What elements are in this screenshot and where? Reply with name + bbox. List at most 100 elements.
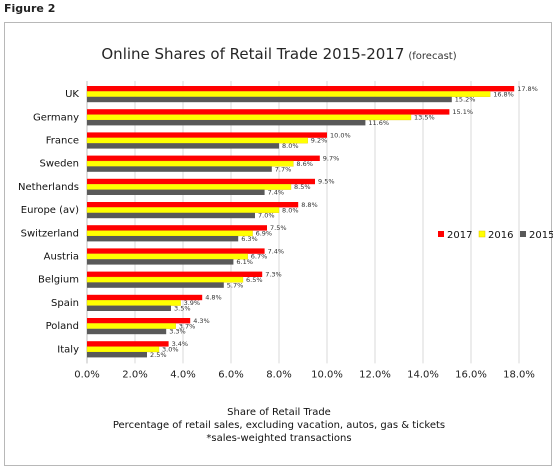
- data-label-2015: 2.5%: [150, 351, 167, 359]
- chart-title-main: Online Shares of Retail Trade 2015-2017: [101, 45, 404, 63]
- data-label-2015: 6.1%: [236, 258, 253, 266]
- data-label-2017: 7.3%: [265, 271, 282, 279]
- bar-2015: [87, 352, 147, 358]
- bar-2015: [87, 328, 167, 335]
- legend-label-2016: 2016: [488, 230, 513, 241]
- data-label-2017: 9.5%: [318, 178, 335, 186]
- data-label-2016: 8.6%: [296, 160, 313, 168]
- x-tick-label: 18.0%: [503, 369, 535, 380]
- chart-note-2: *sales-weighted transactions: [206, 433, 351, 444]
- data-labels: 17.8%16.8% 15.2% 15.1% 13.5% 11.6% 10.0%9.2% 8…: [150, 85, 538, 359]
- category-label: Sweden: [39, 159, 79, 170]
- bar-chart: Online Shares of Retail Trade 2015-2017 (…: [18, 45, 553, 444]
- legend-swatch-2016: [478, 230, 486, 238]
- bar-2015: [87, 236, 239, 242]
- bar-2016: [86, 323, 176, 329]
- data-label-2017: 9.7%: [323, 155, 340, 163]
- data-label-2016: 3.0%: [162, 346, 179, 354]
- bar-2015: [87, 282, 224, 288]
- bar-2017: [87, 86, 515, 92]
- data-label-2017: 4.3%: [193, 317, 210, 325]
- data-label-2016: 8.0%: [282, 206, 299, 214]
- category-label: Germany: [33, 112, 79, 123]
- category-label: Netherlands: [18, 182, 79, 193]
- category-label: Austria: [44, 252, 79, 263]
- x-tick-label: 14.0%: [407, 369, 439, 380]
- chart-note-1: Percentage of retail sales, excluding va…: [113, 420, 445, 431]
- bar-2017: [87, 225, 267, 231]
- bar-2016: [86, 276, 244, 283]
- bar-2016: [86, 207, 280, 213]
- data-label-2015: 5.7%: [227, 281, 244, 289]
- data-label-2016: 3.9%: [184, 299, 201, 307]
- bar-2016: [86, 91, 491, 97]
- x-tick-label: 6.0%: [218, 369, 243, 380]
- bar-2017: [87, 202, 299, 208]
- bars: [86, 86, 515, 358]
- data-label-2016: 6.9%: [256, 230, 273, 238]
- chart-title: Online Shares of Retail Trade 2015-2017 (…: [101, 45, 456, 63]
- category-label: Europe (av): [21, 205, 79, 216]
- bar-2017: [87, 132, 327, 138]
- data-label-2017: 4.8%: [205, 294, 222, 302]
- data-label-2015: 3.5%: [174, 305, 191, 313]
- category-label: France: [46, 136, 79, 147]
- data-label-2016: 3.7%: [179, 322, 196, 330]
- category-label: Spain: [51, 298, 79, 309]
- x-tick-label: 16.0%: [455, 369, 487, 380]
- x-tick-label: 2.0%: [122, 369, 147, 380]
- bar-2016: [86, 253, 248, 260]
- bar-2017: [87, 271, 263, 277]
- x-tick-label: 0.0%: [74, 369, 99, 380]
- data-label-2015: 6.3%: [241, 235, 258, 243]
- bar-2015: [87, 259, 234, 265]
- legend: 2017 2016 2015: [438, 230, 553, 241]
- bar-2015: [87, 166, 272, 172]
- figure-label: Figure 2: [4, 2, 56, 15]
- bar-2016: [86, 137, 308, 144]
- x-tick-label: 8.0%: [266, 369, 291, 380]
- data-label-2017: 17.8%: [517, 85, 538, 93]
- x-tick-labels: 0.0% 2.0% 4.0% 6.0% 8.0% 10.0% 12.0% 14.0% 16.0%…: [74, 369, 535, 380]
- data-label-2017: 7.5%: [270, 224, 287, 232]
- x-axis-label: Share of Retail Trade: [227, 407, 331, 418]
- data-label-2015: 7.0%: [258, 212, 275, 220]
- data-label-2016: 16.8%: [493, 90, 514, 98]
- bar-2017: [87, 248, 265, 254]
- category-label: Poland: [46, 321, 79, 332]
- bar-2015: [87, 212, 255, 219]
- data-label-2016: 6.7%: [251, 253, 268, 261]
- bar-2017: [87, 294, 203, 301]
- bar-2016: [86, 300, 181, 306]
- data-label-2017: 15.1%: [452, 108, 473, 116]
- data-label-2017: 10.0%: [330, 131, 351, 139]
- data-label-2015: 11.6%: [368, 119, 389, 127]
- category-label: Italy: [57, 344, 79, 355]
- bar-2017: [87, 341, 169, 347]
- category-label: Switzerland: [21, 228, 79, 239]
- data-label-2015: 8.0%: [282, 142, 299, 150]
- legend-swatch-2017: [438, 231, 444, 237]
- data-label-2017: 7.4%: [268, 247, 285, 255]
- legend-label-2015: 2015: [529, 230, 553, 241]
- data-label-2015: 15.2%: [455, 96, 476, 104]
- gridlines: [86, 81, 520, 364]
- legend-swatch-2015: [520, 231, 526, 237]
- bar-2016: [86, 114, 412, 121]
- bar-2015: [87, 96, 452, 103]
- data-label-2015: 7.4%: [268, 189, 285, 197]
- data-label-2017: 8.8%: [301, 201, 318, 209]
- data-label-2017: 3.4%: [172, 340, 189, 348]
- bar-2017: [87, 109, 450, 115]
- x-tick-label: 12.0%: [359, 369, 391, 380]
- bar-2015: [87, 143, 279, 149]
- category-label: UK: [65, 89, 79, 100]
- bar-2017: [87, 178, 315, 185]
- chart-frame: Online Shares of Retail Trade 2015-2017 (…: [4, 22, 553, 466]
- legend-label-2017: 2017: [447, 230, 472, 241]
- category-label: Belgium: [38, 275, 79, 286]
- data-label-2015: 7.7%: [275, 165, 292, 173]
- bar-2016: [86, 160, 294, 167]
- data-label-2016: 8.5%: [294, 183, 311, 191]
- bar-2016: [86, 184, 292, 190]
